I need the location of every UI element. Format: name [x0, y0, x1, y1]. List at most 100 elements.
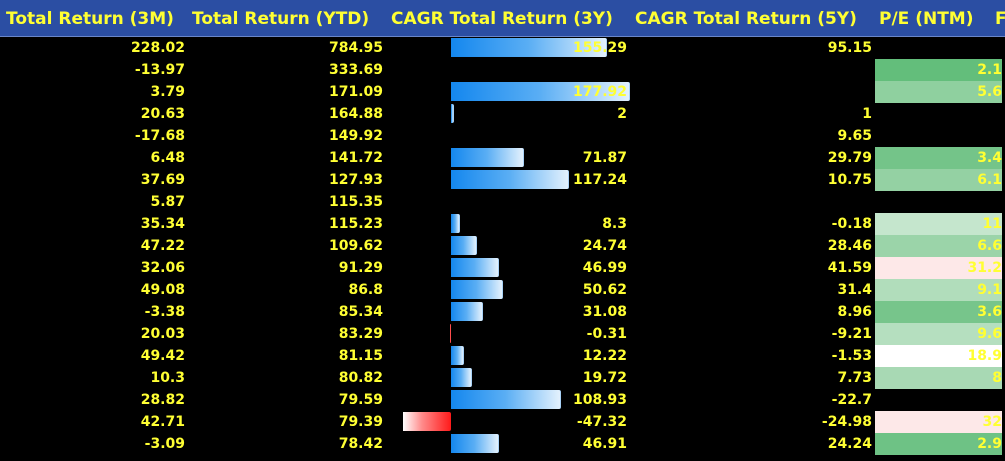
table-row[interactable]: 28.82 79.59 108.93 -22.7: [0, 389, 1005, 411]
cell-cagr-3y[interactable]: -0.31: [586, 326, 627, 342]
cell-cagr-3y[interactable]: 24.74: [582, 238, 627, 254]
cell-cagr-5y[interactable]: -1.53: [831, 348, 872, 364]
cell-cagr-5y[interactable]: 24.24: [827, 436, 872, 452]
cell-total-return-ytd[interactable]: 79.59: [338, 392, 383, 408]
cell-total-return-ytd[interactable]: 80.82: [338, 370, 383, 386]
cell-cagr-3y[interactable]: 71.87: [582, 150, 627, 166]
cell-total-return-3m[interactable]: -17.68: [134, 128, 185, 144]
cell-cagr-5y[interactable]: [636, 191, 872, 213]
cell-total-return-ytd[interactable]: 171.09: [328, 84, 383, 100]
header-next-truncated[interactable]: F: [995, 9, 1005, 29]
cell-pe-ntm[interactable]: 3.4: [977, 150, 1002, 166]
cell-total-return-ytd[interactable]: 149.92: [328, 128, 383, 144]
cell-cagr-5y[interactable]: -22.7: [831, 392, 872, 408]
cell-total-return-ytd[interactable]: 141.72: [328, 150, 383, 166]
cell-cagr-3y[interactable]: [390, 125, 627, 147]
table-row[interactable]: 3.79 171.09 177.92 5.6: [0, 81, 1005, 103]
cell-total-return-ytd[interactable]: 85.34: [338, 304, 383, 320]
table-row[interactable]: 49.08 86.8 50.62 31.4 9.1: [0, 279, 1005, 301]
cell-cagr-5y[interactable]: 10.75: [827, 172, 872, 188]
cell-cagr-5y[interactable]: 31.4: [837, 282, 872, 298]
cell-cagr-5y[interactable]: 41.59: [827, 260, 872, 276]
table-row[interactable]: 10.3 80.82 19.72 7.73 8: [0, 367, 1005, 389]
cell-total-return-3m[interactable]: -3.38: [144, 304, 185, 320]
cell-cagr-3y[interactable]: 155.29: [572, 40, 627, 56]
cell-total-return-ytd[interactable]: 127.93: [328, 172, 383, 188]
header-cagr-3y[interactable]: CAGR Total Return (3Y): [391, 9, 613, 29]
cell-cagr-5y[interactable]: 1: [862, 106, 872, 122]
table-row[interactable]: 42.71 79.39 -47.32 -24.98 32: [0, 411, 1005, 433]
cell-pe-ntm[interactable]: 18.9: [967, 348, 1002, 364]
cell-pe-ntm[interactable]: 6.6: [977, 238, 1002, 254]
cell-cagr-3y[interactable]: 46.91: [582, 436, 627, 452]
cell-pe-ntm[interactable]: 31.2: [967, 260, 1002, 276]
cell-total-return-3m[interactable]: 35.34: [140, 216, 185, 232]
cell-total-return-ytd[interactable]: 86.8: [348, 282, 383, 298]
table-row[interactable]: 37.69 127.93 117.24 10.75 6.1: [0, 169, 1005, 191]
cell-total-return-3m[interactable]: 3.79: [150, 84, 185, 100]
cell-cagr-3y[interactable]: -47.32: [576, 414, 627, 430]
cell-pe-ntm[interactable]: 5.6: [977, 84, 1002, 100]
cell-total-return-3m[interactable]: 6.48: [150, 150, 185, 166]
cell-pe-ntm[interactable]: 8: [992, 370, 1002, 386]
cell-total-return-ytd[interactable]: 164.88: [328, 106, 383, 122]
cell-total-return-ytd[interactable]: 109.62: [328, 238, 383, 254]
cell-total-return-ytd[interactable]: 79.39: [338, 414, 383, 430]
cell-total-return-3m[interactable]: 49.08: [140, 282, 185, 298]
cell-cagr-5y[interactable]: -0.18: [831, 216, 872, 232]
table-row[interactable]: 228.02 784.95 155.29 95.15: [0, 37, 1005, 59]
header-total-return-ytd[interactable]: Total Return (YTD): [192, 9, 370, 29]
header-pe-ntm[interactable]: P/E (NTM): [879, 9, 974, 29]
cell-cagr-3y[interactable]: [390, 191, 627, 213]
cell-cagr-3y[interactable]: 31.08: [582, 304, 627, 320]
cell-pe-ntm[interactable]: 9.6: [977, 326, 1002, 342]
table-row[interactable]: 35.34 115.23 8.3 -0.18 11: [0, 213, 1005, 235]
cell-cagr-5y[interactable]: 95.15: [827, 40, 872, 56]
cell-total-return-3m[interactable]: 42.71: [140, 414, 185, 430]
cell-total-return-ytd[interactable]: 333.69: [328, 62, 383, 78]
cell-cagr-5y[interactable]: 8.96: [837, 304, 872, 320]
cell-cagr-5y[interactable]: 28.46: [827, 238, 872, 254]
cell-pe-ntm[interactable]: [875, 191, 1002, 213]
cell-total-return-3m[interactable]: 28.82: [140, 392, 185, 408]
cell-cagr-3y[interactable]: 108.93: [572, 392, 627, 408]
table-row[interactable]: 32.06 91.29 46.99 41.59 31.2: [0, 257, 1005, 279]
cell-total-return-3m[interactable]: 47.22: [140, 238, 185, 254]
table-row[interactable]: 6.48 141.72 71.87 29.79 3.4: [0, 147, 1005, 169]
table-row[interactable]: 20.03 83.29 -0.31 -9.21 9.6: [0, 323, 1005, 345]
cell-total-return-ytd[interactable]: 91.29: [338, 260, 383, 276]
cell-total-return-ytd[interactable]: 81.15: [338, 348, 383, 364]
table-row[interactable]: -13.97 333.69 2.1: [0, 59, 1005, 81]
table-row[interactable]: -3.38 85.34 31.08 8.96 3.6: [0, 301, 1005, 323]
cell-total-return-3m[interactable]: 10.3: [150, 370, 185, 386]
cell-total-return-3m[interactable]: 20.03: [140, 326, 185, 342]
cell-total-return-ytd[interactable]: 784.95: [328, 40, 383, 56]
cell-pe-ntm[interactable]: 11: [982, 216, 1002, 232]
cell-cagr-3y[interactable]: 8.3: [602, 216, 627, 232]
cell-total-return-3m[interactable]: 5.87: [150, 194, 185, 210]
table-row[interactable]: 20.63 164.88 2 1: [0, 103, 1005, 125]
cell-pe-ntm[interactable]: 2.9: [977, 436, 1002, 452]
cell-cagr-3y[interactable]: 12.22: [582, 348, 627, 364]
table-row[interactable]: -17.68 149.92 9.65: [0, 125, 1005, 147]
cell-pe-ntm[interactable]: [875, 125, 1002, 147]
cell-pe-ntm[interactable]: 6.1: [977, 172, 1002, 188]
cell-total-return-ytd[interactable]: 115.23: [328, 216, 383, 232]
cell-cagr-3y[interactable]: [390, 59, 627, 81]
cell-cagr-5y[interactable]: [636, 59, 872, 81]
cell-total-return-3m[interactable]: -13.97: [134, 62, 185, 78]
cell-cagr-5y[interactable]: 9.65: [837, 128, 872, 144]
cell-pe-ntm[interactable]: 3.6: [977, 304, 1002, 320]
header-cagr-5y[interactable]: CAGR Total Return (5Y): [635, 9, 857, 29]
cell-cagr-5y[interactable]: -9.21: [831, 326, 872, 342]
cell-cagr-5y[interactable]: -24.98: [821, 414, 872, 430]
cell-total-return-3m[interactable]: 37.69: [140, 172, 185, 188]
cell-cagr-3y[interactable]: 177.92: [572, 84, 627, 100]
cell-cagr-5y[interactable]: [636, 81, 872, 103]
cell-total-return-3m[interactable]: 49.42: [140, 348, 185, 364]
cell-cagr-3y[interactable]: 50.62: [582, 282, 627, 298]
cell-pe-ntm[interactable]: 32: [982, 414, 1002, 430]
cell-cagr-5y[interactable]: 7.73: [837, 370, 872, 386]
table-row[interactable]: 47.22 109.62 24.74 28.46 6.6: [0, 235, 1005, 257]
cell-pe-ntm[interactable]: [875, 389, 1002, 411]
